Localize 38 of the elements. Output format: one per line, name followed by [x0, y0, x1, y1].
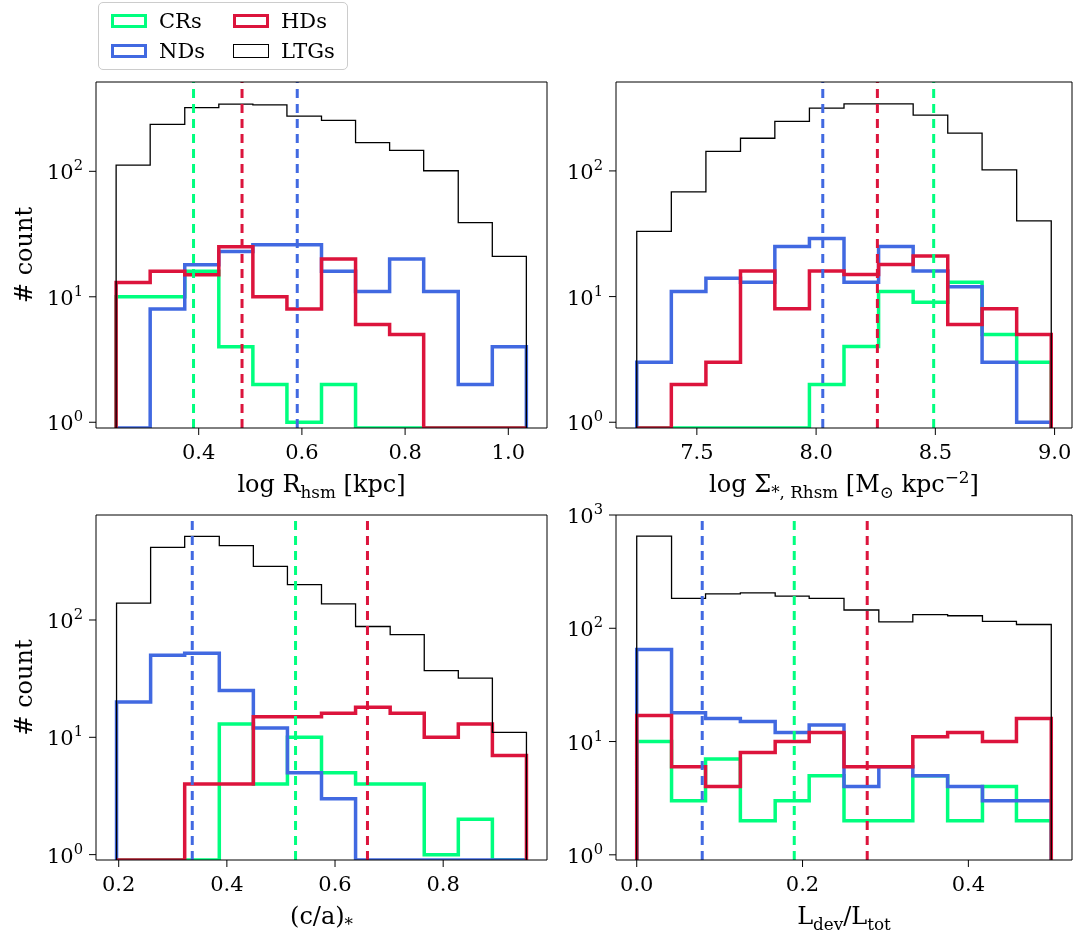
x-tick-label: 0.2: [102, 872, 136, 896]
y-axis-title: # count: [10, 206, 38, 304]
y-tick-label: 10$^{2}$: [566, 613, 603, 642]
x-tick-label: 0.4: [181, 440, 216, 464]
x-tick-label: 0.8: [388, 440, 422, 464]
legend-label: CRs: [159, 9, 202, 33]
x-axis-title: log R$_{hsm}$ [kpc]: [237, 470, 406, 502]
x-axis-title: log Σ$_{*, Rhsm}$ [M$_{⊙}$ kpc$^{−2}$]: [709, 467, 979, 502]
y-tick-label: 10$^{2}$: [566, 155, 603, 184]
y-tick-label: 10$^{1}$: [566, 281, 603, 310]
y-tick-label: 10$^{0}$: [46, 839, 83, 868]
x-tick-label: 9.0: [1037, 440, 1072, 464]
y-tick-label: 10$^{2}$: [46, 604, 83, 633]
x-tick-label: 1.0: [491, 440, 525, 464]
y-axis-title: # count: [10, 639, 38, 736]
x-axis-title: (c/a)$_{*}$: [290, 902, 354, 934]
x-tick-label: 8.0: [799, 440, 833, 464]
x-axis-title: L$_{dev}$/L$_{tot}$: [797, 902, 892, 934]
y-tick-label: 10$^{2}$: [46, 156, 83, 185]
legend-label: HDs: [281, 9, 327, 33]
y-tick-label: 10$^{1}$: [566, 726, 603, 755]
x-tick-label: 0.4: [210, 872, 244, 896]
x-tick-label: 7.5: [680, 440, 714, 464]
y-tick-label: 10$^{0}$: [566, 407, 603, 436]
x-tick-label: 0.2: [785, 872, 820, 896]
y-tick-label: 10$^{1}$: [46, 281, 83, 310]
x-tick-label: 0.6: [285, 440, 319, 464]
x-tick-label: 0.4: [951, 872, 986, 896]
x-tick-label: 0.0: [620, 872, 654, 896]
y-tick-label: 10$^{1}$: [46, 722, 83, 751]
y-tick-label: 10$^{3}$: [566, 500, 603, 528]
y-tick-label: 10$^{0}$: [46, 407, 83, 436]
x-tick-label: 0.6: [318, 872, 352, 896]
legend-label: LTGs: [281, 39, 335, 63]
y-tick-label: 10$^{0}$: [566, 839, 603, 868]
x-tick-label: 0.8: [426, 872, 460, 896]
legend-label: NDs: [159, 39, 205, 63]
x-tick-label: 8.5: [918, 440, 953, 464]
